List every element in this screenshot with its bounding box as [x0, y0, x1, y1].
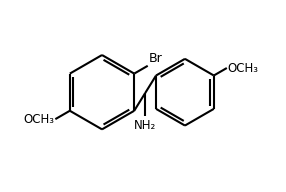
Text: Br: Br: [149, 52, 162, 65]
Text: OCH₃: OCH₃: [228, 61, 259, 74]
Text: NH₂: NH₂: [134, 119, 156, 132]
Text: OCH₃: OCH₃: [23, 113, 54, 126]
